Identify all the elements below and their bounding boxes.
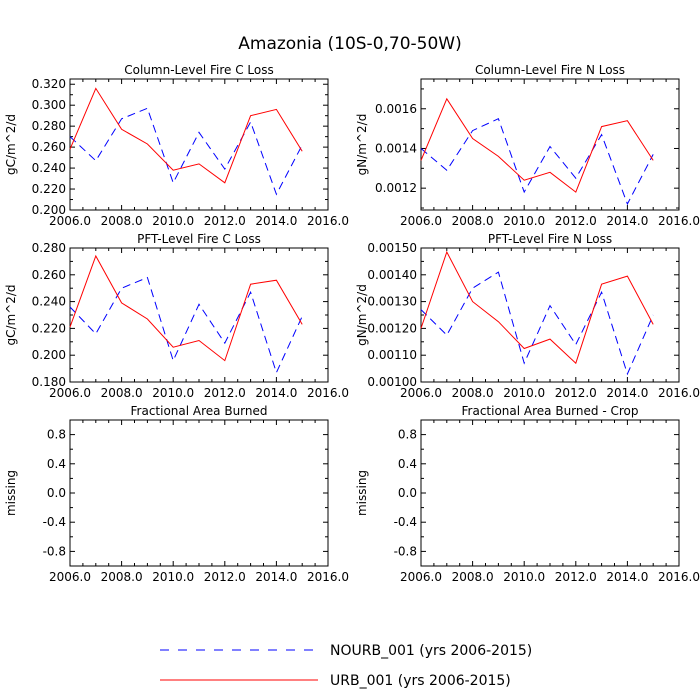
x-tick-label: 2008.0 xyxy=(101,570,143,584)
legend: NOURB_001 (yrs 2006-2015) URB_001 (yrs 2… xyxy=(160,643,532,689)
y-tick-label: 0.280 xyxy=(32,241,66,255)
y-axis-label: gC/m^2/d xyxy=(4,114,18,175)
x-tick-label: 2010.0 xyxy=(503,386,545,400)
y-tick-label: 0.0014 xyxy=(375,141,417,155)
x-tick-label: 2016.0 xyxy=(658,386,700,400)
panel-title: Fractional Area Burned xyxy=(131,404,268,418)
x-tick-label: 2008.0 xyxy=(452,386,494,400)
y-tick-label: -0.8 xyxy=(43,544,66,558)
y-tick-label: 0.260 xyxy=(32,268,66,282)
x-tick-label: 2010.0 xyxy=(152,386,194,400)
x-tick-label: 2014.0 xyxy=(255,570,297,584)
x-tick-label: 2014.0 xyxy=(606,570,648,584)
series-line-urb-001 xyxy=(69,87,303,184)
panel-column-fire-c-loss: Column-Level Fire C Loss 2006.0 2008.0 2010… xyxy=(4,63,349,228)
x-tick-label: 2008.0 xyxy=(101,386,143,400)
x-tick-label: 2008.0 xyxy=(452,214,494,228)
y-tick-label: 0.220 xyxy=(32,321,66,335)
x-tick-label: 2008.0 xyxy=(452,570,494,584)
y-tick-label: 0.300 xyxy=(32,98,66,112)
x-tick-label: 2016.0 xyxy=(307,214,349,228)
series-line-nourb-001 xyxy=(69,107,303,196)
y-tick-label: 0.200 xyxy=(32,203,66,217)
panels: Column-Level Fire C Loss 2006.0 2008.0 2010… xyxy=(4,63,700,584)
x-tick-label: 2006.0 xyxy=(49,570,91,584)
x-tick-label: 2010.0 xyxy=(503,214,545,228)
x-tick-label: 2016.0 xyxy=(658,570,700,584)
x-tick-label: 2012.0 xyxy=(555,570,597,584)
series-line-urb-001 xyxy=(69,254,303,362)
y-tick-label: 0.4 xyxy=(47,457,66,471)
panel-column-fire-n-loss: Column-Level Fire N Loss 2006.0 2008.0 2010… xyxy=(355,63,700,228)
y-tick-label: 0.0012 xyxy=(375,181,417,195)
x-tick-label: 2012.0 xyxy=(204,570,246,584)
figure-title: Amazonia (10S-0,70-50W) xyxy=(238,34,462,54)
y-tick-label: 0.8 xyxy=(398,428,417,442)
x-tick-label: 2014.0 xyxy=(255,214,297,228)
series-line-nourb-001 xyxy=(69,276,303,374)
x-tick-label: 2014.0 xyxy=(255,386,297,400)
x-tick-label: 2016.0 xyxy=(307,386,349,400)
x-tick-label: 2008.0 xyxy=(101,214,143,228)
x-tick-label: 2014.0 xyxy=(606,386,648,400)
x-tick-label: 2012.0 xyxy=(555,214,597,228)
y-tick-label: 0.180 xyxy=(32,375,66,389)
series-line-urb-001 xyxy=(420,250,654,365)
y-tick-label: 0.00120 xyxy=(367,321,417,335)
y-tick-label: 0.00150 xyxy=(367,241,417,255)
panel-title: Fractional Area Burned - Crop xyxy=(462,404,639,418)
x-tick-label: 2006.0 xyxy=(49,386,91,400)
y-axis-label: gN/m^2/d xyxy=(355,284,369,346)
y-tick-label: 0.280 xyxy=(32,119,66,133)
legend-label-nourb: NOURB_001 (yrs 2006-2015) xyxy=(330,643,532,659)
panel-fractional-area-burned: Fractional Area Burned 2006.0 2008.0 2010.0… xyxy=(4,404,349,584)
y-axis-label: gN/m^2/d xyxy=(355,114,369,176)
y-tick-label: 0.260 xyxy=(32,140,66,154)
x-tick-label: 2014.0 xyxy=(606,214,648,228)
y-tick-label: 0.4 xyxy=(398,457,417,471)
y-tick-label: 0.00130 xyxy=(367,295,417,309)
panel-title: Column-Level Fire N Loss xyxy=(475,63,625,77)
panel-pft-fire-n-loss: PFT-Level Fire N Loss 2006.0 2008.0 2010.0 2… xyxy=(355,232,700,400)
y-axis-label: missing xyxy=(4,470,18,516)
x-tick-label: 2010.0 xyxy=(152,570,194,584)
y-axis-label: missing xyxy=(355,470,369,516)
x-tick-label: 2010.0 xyxy=(503,570,545,584)
y-tick-label: 0.0 xyxy=(47,486,66,500)
y-tick-label: 0.00100 xyxy=(367,375,417,389)
y-tick-label: 0.00110 xyxy=(367,348,417,362)
y-tick-label: 0.240 xyxy=(32,295,66,309)
y-tick-label: 0.200 xyxy=(32,348,66,362)
x-tick-label: 2006.0 xyxy=(49,214,91,228)
x-tick-label: 2012.0 xyxy=(555,386,597,400)
panel-fractional-area-burned-crop: Fractional Area Burned - Crop 2006.0 2008.… xyxy=(355,404,700,584)
x-tick-label: 2012.0 xyxy=(204,214,246,228)
series-line-nourb-001 xyxy=(420,118,654,206)
y-tick-label: -0.4 xyxy=(394,515,417,529)
panel-title: Column-Level Fire C Loss xyxy=(124,63,274,77)
x-tick-label: 2016.0 xyxy=(658,214,700,228)
y-tick-label: 0.0 xyxy=(398,486,417,500)
y-axis-label: gC/m^2/d xyxy=(4,284,18,345)
x-tick-label: 2016.0 xyxy=(307,570,349,584)
panel-pft-fire-c-loss: PFT-Level Fire C Loss 2006.0 2008.0 2010.0 2… xyxy=(4,232,349,400)
y-tick-label: 0.320 xyxy=(32,77,66,91)
panel-title: PFT-Level Fire N Loss xyxy=(488,232,612,246)
series-line-urb-001 xyxy=(420,97,654,193)
x-tick-label: 2006.0 xyxy=(400,570,442,584)
x-tick-label: 2006.0 xyxy=(400,214,442,228)
y-tick-label: 0.240 xyxy=(32,161,66,175)
y-tick-label: 0.00140 xyxy=(367,268,417,282)
x-tick-label: 2012.0 xyxy=(204,386,246,400)
y-tick-label: 0.220 xyxy=(32,182,66,196)
y-tick-label: -0.8 xyxy=(394,544,417,558)
y-tick-label: 0.8 xyxy=(47,428,66,442)
y-tick-label: -0.4 xyxy=(43,515,66,529)
panel-title: PFT-Level Fire C Loss xyxy=(137,232,261,246)
y-tick-label: 0.0016 xyxy=(375,102,417,116)
x-tick-label: 2010.0 xyxy=(152,214,194,228)
x-tick-label: 2006.0 xyxy=(400,386,442,400)
legend-label-urb: URB_001 (yrs 2006-2015) xyxy=(330,673,511,689)
